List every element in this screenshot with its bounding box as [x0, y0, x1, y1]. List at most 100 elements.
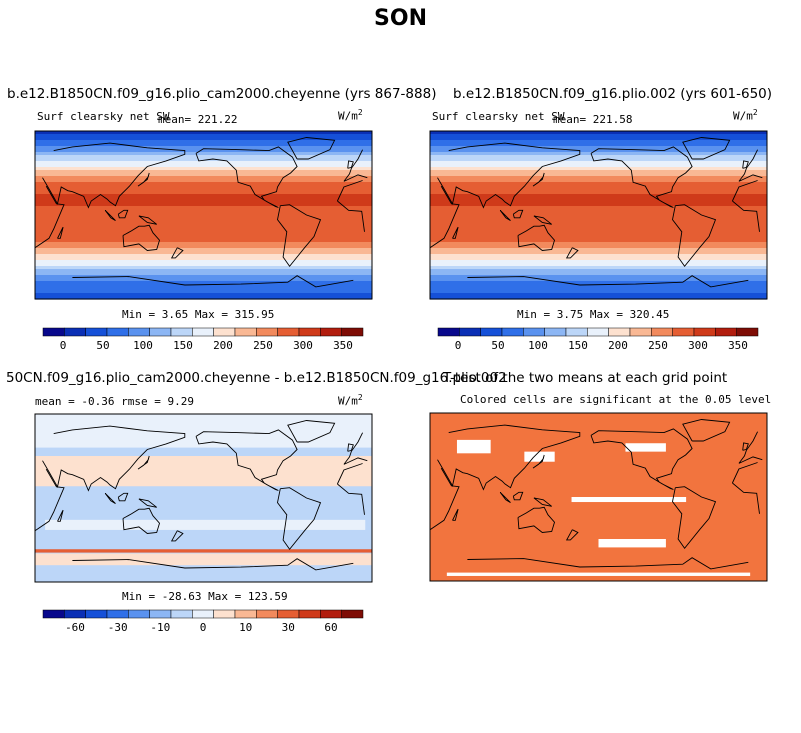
- colorbar-tick-label: 100: [133, 339, 153, 352]
- colorbar-cell: [149, 327, 172, 337]
- field-band: [430, 224, 767, 228]
- colorbar-cell: [459, 327, 481, 337]
- field-band: [430, 191, 767, 195]
- field-band: [430, 281, 767, 285]
- field-band: [35, 236, 372, 240]
- colorbar-cell: [42, 327, 65, 337]
- outline-greenland: [287, 420, 336, 443]
- field-band: [430, 149, 767, 153]
- colorbar-cell: [85, 327, 108, 337]
- colorbar-tick-label: -10: [150, 621, 170, 634]
- field-band: [430, 272, 767, 276]
- colorbar-cell: [128, 609, 150, 619]
- colorbar-cell: [42, 609, 65, 619]
- panel-3-stats: mean = -0.36 rmse = 9.29: [35, 395, 194, 408]
- outline-sumatra: [499, 491, 511, 503]
- outline-madagascar: [452, 226, 459, 239]
- field-bands: [35, 131, 372, 300]
- colorbar-cell: [672, 327, 695, 337]
- panel-2-title: b.e12.B1850CN.f09_g16.plio.002 (yrs 601-…: [453, 86, 773, 102]
- field-band: [35, 266, 372, 270]
- field-band: [430, 179, 767, 183]
- outline-borneo: [117, 492, 129, 502]
- outline-japan: [137, 172, 150, 187]
- colorbar-cells: [437, 327, 759, 337]
- field-band: [430, 284, 767, 288]
- outline-greenland: [682, 419, 731, 442]
- field-band: [35, 242, 372, 246]
- field-band: [430, 278, 767, 282]
- outline-madagascar: [57, 226, 64, 239]
- colorbar-cell: [277, 327, 300, 337]
- colorbar-cell: [544, 327, 567, 337]
- field-band: [35, 287, 372, 291]
- colorbar-tick-label: 0: [200, 621, 207, 634]
- field-band: [430, 230, 767, 234]
- colorbar-cell: [256, 609, 278, 619]
- continent-outlines: [429, 419, 763, 570]
- outline-new-guinea: [533, 497, 552, 507]
- panel-2-minmax: Min = 3.75 Max = 320.45: [517, 308, 670, 321]
- field-band: [430, 140, 767, 144]
- field-band: [430, 227, 767, 231]
- field-band: [430, 176, 767, 180]
- colorbar-cell: [128, 327, 150, 337]
- field-band: [430, 164, 767, 168]
- colorbar-cell: [277, 609, 300, 619]
- field-band: [35, 224, 372, 228]
- map-frame: [429, 412, 768, 582]
- panel-1-colorbar: 0 50 100 150 200 250 300 350: [42, 327, 364, 352]
- field-band: [430, 287, 767, 291]
- field-band: [430, 290, 767, 294]
- field-band: [35, 194, 372, 198]
- field-band: [430, 266, 767, 270]
- field-band: [35, 200, 372, 204]
- colorbar-cells: [42, 609, 364, 619]
- outline-africa: [34, 180, 365, 249]
- field-band: [430, 182, 767, 186]
- field-band: [35, 185, 372, 189]
- page-title: SON: [374, 6, 427, 31]
- panel-1-minmax: Min = 3.65 Max = 315.95: [122, 308, 275, 321]
- outline-new-guinea: [533, 215, 552, 225]
- field-band: [430, 197, 767, 201]
- outline-antarctica: [467, 275, 749, 288]
- field-band: [430, 215, 767, 219]
- outline-borneo: [512, 491, 524, 501]
- subtropic-band: [35, 456, 372, 487]
- outline-south-america: [277, 487, 322, 551]
- north-band: [35, 414, 372, 448]
- field-band: [430, 134, 767, 138]
- field-band: [430, 239, 767, 243]
- non-significant-cells: [598, 539, 666, 548]
- map-frame: [34, 130, 373, 300]
- outline-uk: [347, 160, 354, 169]
- outline-north-america: [195, 429, 298, 491]
- field-band: [430, 188, 767, 192]
- colorbar-cell: [480, 327, 503, 337]
- field-band: [35, 164, 372, 168]
- panel-3-colorbar: -60 -30 -10 0 10 30 60: [42, 609, 364, 634]
- outline-new-zealand: [565, 247, 579, 259]
- field-band: [35, 182, 372, 186]
- field-band: [35, 140, 372, 144]
- outline-uk: [742, 160, 749, 169]
- panel-1-title: b.e12.B1850CN.f09_g16.plio_cam2000.cheye…: [7, 86, 437, 102]
- panel-1-map: [34, 130, 373, 300]
- colorbar-tick-label: 50: [491, 339, 504, 352]
- outline-eurasia: [42, 425, 368, 492]
- colorbar-tick-label: 350: [333, 339, 353, 352]
- colorbar-cell: [234, 609, 257, 619]
- outline-new-zealand: [565, 529, 579, 541]
- field-band: [430, 275, 767, 279]
- field-band: [430, 167, 767, 171]
- colorbar-cell: [213, 327, 236, 337]
- colorbar-tick-label: 150: [568, 339, 588, 352]
- field-band: [430, 212, 767, 216]
- southern-ocean-band: [45, 519, 366, 530]
- panel-3-units: W/m2: [338, 393, 363, 408]
- field-band: [430, 200, 767, 204]
- colorbar-tick-label: 50: [96, 339, 109, 352]
- field-band: [430, 152, 767, 156]
- field-band: [35, 260, 372, 264]
